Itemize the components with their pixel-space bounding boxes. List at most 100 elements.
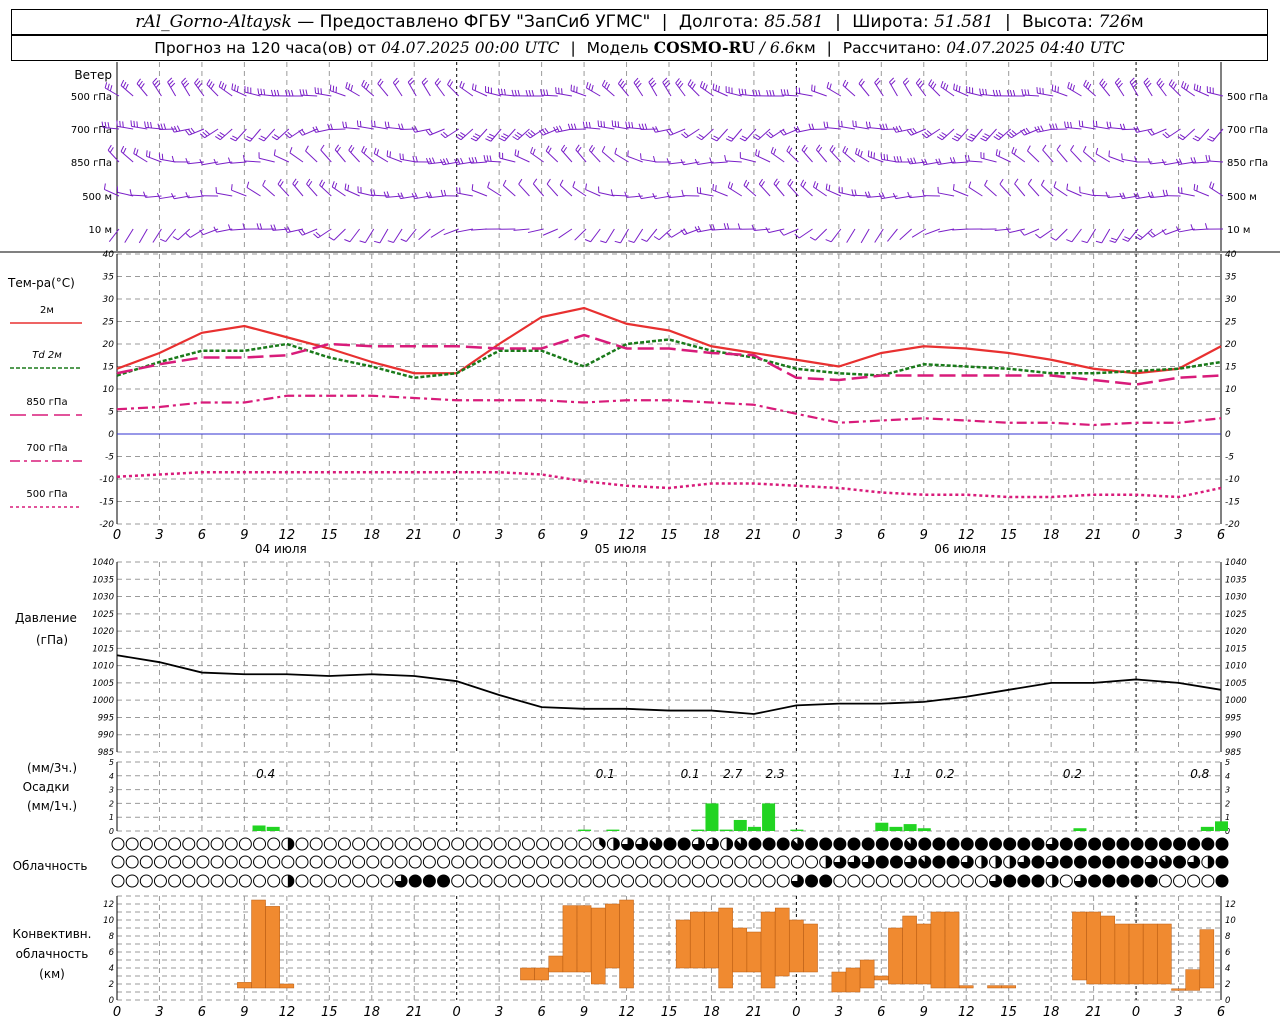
wind-barb-feather [270, 224, 274, 231]
wind-barb [968, 186, 983, 197]
wind-barb-feather [257, 88, 260, 95]
wind-barb-feather [284, 90, 288, 97]
wind-barb [457, 228, 473, 233]
wind-barb-feather [471, 83, 474, 90]
wind-barb-feather [666, 232, 672, 238]
wind-barb [1053, 186, 1068, 197]
cloud-symbol-fill [791, 838, 804, 850]
convective-bar [902, 915, 917, 985]
cloud-symbol-fill [1173, 838, 1186, 850]
wind-barb-feather [865, 121, 868, 128]
wind-barb-feather [503, 133, 509, 137]
precip-tick-left: 5 [109, 758, 114, 767]
cloud-symbol [790, 855, 804, 869]
wind-barb-feather [171, 155, 175, 162]
wind-barb-feather [1196, 84, 1199, 91]
cloud-symbol [465, 837, 479, 851]
cloud-symbol [578, 855, 592, 869]
wind-barb-feather [148, 151, 151, 158]
wind-barb [345, 87, 360, 97]
cloud-symbol-fill [989, 838, 1002, 850]
hour-tick-label-bottom: 18 [363, 1005, 380, 1020]
cloud-symbol [946, 874, 960, 888]
wind-barb-feather [1190, 224, 1194, 231]
wind-barb-feather [546, 89, 549, 96]
wind-barb-feather [758, 89, 761, 96]
temp-legend-label: 700 гПа [26, 443, 67, 454]
wind-barb-feather [315, 231, 321, 237]
precip-3h-value: 2.7 [723, 767, 742, 781]
cloud-symbol [649, 874, 663, 888]
wind-barb-feather [236, 85, 239, 92]
cloud-symbol [734, 855, 748, 869]
wind-barb [1070, 149, 1082, 163]
wind-barb-feather [751, 224, 755, 231]
wind-barb-feather [527, 131, 534, 137]
hour-tick-label: 18 [363, 528, 380, 543]
wind-barb-feather [194, 78, 199, 84]
wind-barb [1139, 228, 1153, 241]
cloud-symbol [337, 855, 351, 869]
wind-barb-feather [641, 123, 645, 130]
wind-barb-feather [190, 127, 196, 134]
cloud-symbol-fill [932, 856, 945, 868]
cloud-symbol [323, 874, 337, 888]
wind-barb-feather [766, 90, 769, 97]
wind-barb-feather [993, 136, 1000, 141]
wind-barb [1011, 152, 1026, 163]
wind-barb-feather [514, 149, 517, 156]
wind-barb-feather [882, 123, 885, 130]
wind-barb-feather [342, 121, 345, 128]
wind-barb-feather [306, 178, 311, 185]
convective-bar [576, 905, 592, 973]
cloud-symbol-fill [599, 838, 606, 849]
wind-barb-feather [487, 181, 490, 188]
wind-barb-feather [755, 134, 761, 139]
wind-barb [800, 184, 813, 197]
wind-barb [117, 125, 134, 130]
wind-barb [1181, 86, 1195, 97]
wind-barb-feather [1109, 121, 1112, 128]
wind-barb-feather [601, 79, 606, 86]
wind-barb-feather [573, 123, 577, 130]
cloud-symbol [776, 855, 790, 869]
wind-barb-feather [411, 193, 416, 199]
cloud-symbol-fill [423, 875, 436, 887]
cloud-symbol [493, 874, 507, 888]
wind-barb-feather [1087, 83, 1092, 90]
cloud-symbol [479, 837, 493, 851]
wind-barb-feather [881, 192, 886, 199]
cloud-symbol [1201, 874, 1215, 888]
wind-barb [627, 155, 643, 163]
cloud-symbol [295, 874, 309, 888]
wind-barb-feather [1147, 130, 1153, 136]
wind-barb [1009, 228, 1025, 234]
wind-barb-feather [687, 79, 692, 85]
wind-barb-feather [875, 80, 881, 86]
hour-tick-label: 15 [661, 528, 678, 543]
wind-barb-feather [783, 89, 786, 96]
cloud-symbol [507, 837, 521, 851]
wind-barb [1083, 151, 1096, 163]
wind-barb-feather [752, 136, 759, 141]
wind-barb-feather [331, 181, 335, 188]
wind-barb [669, 195, 686, 199]
wind-barb-feather [119, 120, 121, 127]
pressure-tick-left: 1030 [92, 593, 114, 603]
hour-tick-label-bottom: 6 [877, 1005, 885, 1020]
cloud-symbol [196, 874, 210, 888]
wind-barb-feather [768, 131, 774, 137]
cloud-symbol-fill [1060, 838, 1073, 850]
latitude-value: 51.581 [934, 12, 994, 32]
cloud-symbol-fill [995, 856, 1002, 868]
wind-barb [887, 228, 898, 242]
wind-barb [320, 149, 332, 163]
wind-barb-feather [619, 80, 625, 87]
wind-barb-feather [525, 133, 531, 139]
wind-barb-feather [917, 80, 923, 86]
precip-tick-left: 4 [109, 772, 114, 781]
station-name: rAl_Gorno-Altaysk [135, 12, 292, 32]
wind-barb-feather [709, 224, 713, 231]
cloud-symbol [536, 874, 550, 888]
wind-barb-feather [197, 82, 203, 89]
